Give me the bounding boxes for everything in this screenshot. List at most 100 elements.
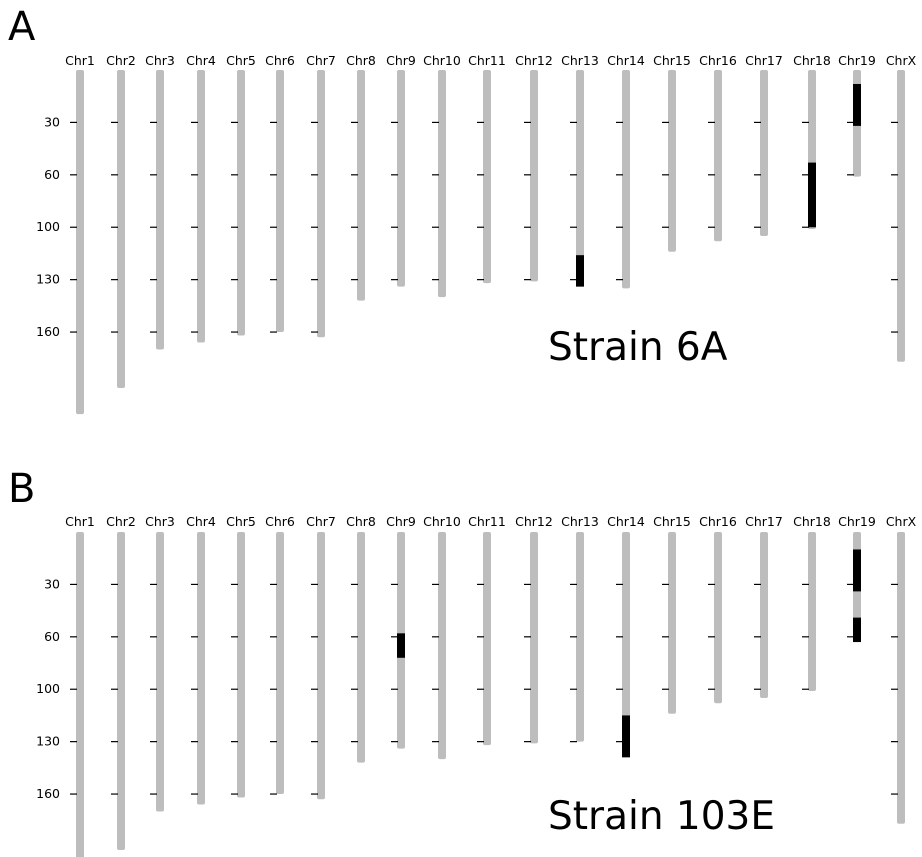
chromosome-label: Chr15 bbox=[653, 53, 691, 68]
chromosome-chr1: Chr1 bbox=[65, 53, 95, 415]
y-tick-label: 130 bbox=[36, 272, 60, 287]
chromosome-chrx: ChrX bbox=[886, 53, 917, 362]
chromosome-chr14: Chr14 bbox=[607, 514, 645, 751]
chromosome-label: Chr19 bbox=[838, 53, 876, 68]
chromosome-bar bbox=[276, 532, 284, 795]
chromosome-label: Chr17 bbox=[745, 53, 783, 68]
chromosome-chr10: Chr10 bbox=[423, 514, 461, 760]
chromosome-label: Chr16 bbox=[699, 514, 737, 529]
strain-label: Strain 6A bbox=[548, 325, 728, 370]
chromosome-bar bbox=[357, 532, 365, 763]
chromosome-label: Chr10 bbox=[423, 53, 461, 68]
chromosome-bar bbox=[576, 532, 584, 742]
chromosome-bar bbox=[576, 70, 584, 280]
chromosome-bar bbox=[156, 532, 164, 812]
chromosome-label: Chr18 bbox=[793, 53, 831, 68]
y-tick-label: 100 bbox=[36, 681, 60, 696]
chromosome-chr8: Chr8 bbox=[346, 514, 376, 763]
chromosome-label: Chr12 bbox=[515, 53, 553, 68]
chromosome-bar bbox=[197, 70, 205, 343]
y-tick-label: 160 bbox=[36, 786, 60, 801]
chromosome-chr5: Chr5 bbox=[226, 514, 256, 798]
chromosome-label: Chr14 bbox=[607, 514, 645, 529]
chromosome-label: Chr16 bbox=[699, 53, 737, 68]
chromosome-label: Chr11 bbox=[468, 514, 506, 529]
chromosome-chr13: Chr13 bbox=[561, 514, 599, 743]
chromosome-bar bbox=[483, 70, 491, 284]
chromosome-chr7: Chr7 bbox=[306, 53, 336, 338]
chromosome-bar bbox=[668, 532, 676, 714]
chromosome-bar bbox=[714, 70, 722, 242]
y-tick-label: 60 bbox=[44, 629, 60, 644]
y-tick-label: 100 bbox=[36, 219, 60, 234]
y-tick-label: 160 bbox=[36, 324, 60, 339]
chromosome-bar bbox=[714, 532, 722, 704]
chromosome-chr6: Chr6 bbox=[265, 514, 295, 795]
chromosome-bar bbox=[808, 532, 816, 691]
chromosome-chr12: Chr12 bbox=[515, 53, 553, 282]
chromosome-label: Chr19 bbox=[838, 514, 876, 529]
chromosome-label: Chr13 bbox=[561, 53, 599, 68]
chromosome-label: Chr11 bbox=[468, 53, 506, 68]
chromosome-chr9: Chr9 bbox=[386, 53, 416, 287]
chromosome-bar bbox=[276, 70, 284, 333]
chromosome-bar bbox=[530, 70, 538, 282]
chromosome-label: Chr13 bbox=[561, 514, 599, 529]
chromosome-bar bbox=[117, 532, 125, 850]
chromosome-bar bbox=[438, 70, 446, 298]
chromosome-chr3: Chr3 bbox=[145, 514, 175, 812]
chromosome-bar bbox=[317, 532, 325, 800]
panel-letter: A bbox=[8, 4, 36, 50]
chromosome-bar bbox=[438, 532, 446, 760]
chromosome-chr3: Chr3 bbox=[145, 53, 175, 350]
chromosome-chr11: Chr11 bbox=[468, 514, 506, 746]
chromosome-label: Chr17 bbox=[745, 514, 783, 529]
introgressed-segment bbox=[853, 549, 861, 592]
chromosome-bar bbox=[897, 70, 905, 362]
chromosome-bar bbox=[622, 532, 630, 751]
chromosome-label: Chr6 bbox=[265, 514, 295, 529]
chromosome-bar bbox=[897, 532, 905, 824]
chromosome-bar bbox=[237, 532, 245, 798]
chromosome-label: ChrX bbox=[886, 53, 917, 68]
chromosome-chr12: Chr12 bbox=[515, 514, 553, 744]
chromosome-label: Chr3 bbox=[145, 53, 175, 68]
chromosome-label: Chr10 bbox=[423, 514, 461, 529]
introgressed-segment bbox=[853, 617, 861, 643]
y-tick-label: 130 bbox=[36, 734, 60, 749]
chromosome-chr7: Chr7 bbox=[306, 514, 336, 800]
chromosome-chr17: Chr17 bbox=[745, 53, 783, 236]
chromosome-bar bbox=[197, 532, 205, 805]
chromosome-label: Chr8 bbox=[346, 514, 376, 529]
chromosome-bar bbox=[117, 70, 125, 388]
chromosome-bar bbox=[76, 70, 84, 415]
chromosome-label: Chr1 bbox=[65, 53, 95, 68]
chromosome-chr10: Chr10 bbox=[423, 53, 461, 298]
chromosome-chr6: Chr6 bbox=[265, 53, 295, 333]
y-tick-label: 60 bbox=[44, 167, 60, 182]
chromosome-chr2: Chr2 bbox=[106, 53, 136, 388]
chromosome-chr9: Chr9 bbox=[386, 514, 416, 749]
chromosome-bar bbox=[76, 532, 84, 857]
chromosome-bar bbox=[317, 70, 325, 338]
chromosome-chr8: Chr8 bbox=[346, 53, 376, 301]
chromosome-label: Chr3 bbox=[145, 514, 175, 529]
panel-b: B 30 60 100 130 160 Chr1 Chr2 Chr3 Chr4 Chr5 Chr6 Ch… bbox=[8, 466, 917, 857]
chromosome-chr16: Chr16 bbox=[699, 53, 737, 242]
chromosome-bar bbox=[237, 70, 245, 336]
chromosome-label: Chr7 bbox=[306, 53, 336, 68]
chromosome-chr14: Chr14 bbox=[607, 53, 645, 289]
chromosome-label: Chr9 bbox=[386, 514, 416, 529]
chromosome-label: Chr4 bbox=[186, 514, 216, 529]
chromosome-label: ChrX bbox=[886, 514, 917, 529]
y-tick-label: 30 bbox=[44, 576, 60, 591]
chromosome-label: Chr4 bbox=[186, 53, 216, 68]
chromosome-bar bbox=[530, 532, 538, 744]
chromosome-chrx: ChrX bbox=[886, 514, 917, 824]
introgressed-segment bbox=[397, 633, 405, 658]
strain-label: Strain 103E bbox=[548, 794, 775, 839]
chromosome-bar bbox=[156, 70, 164, 350]
chromosome-label: Chr9 bbox=[386, 53, 416, 68]
chromosome-label: Chr5 bbox=[226, 514, 256, 529]
